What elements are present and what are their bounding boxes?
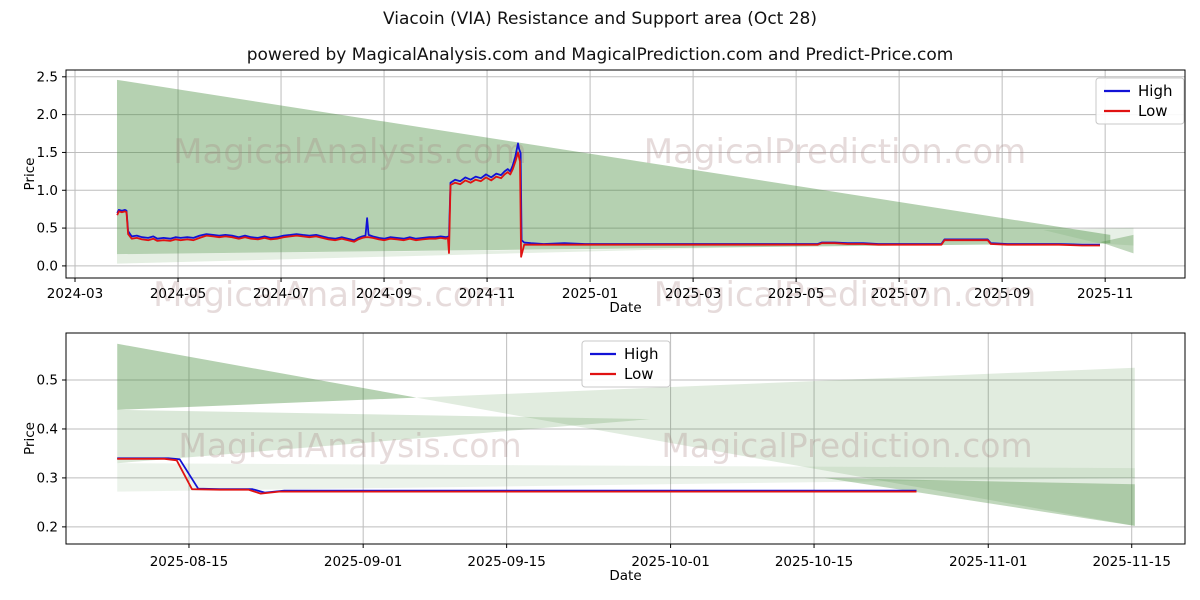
y-tick-label: 2.5 bbox=[37, 69, 58, 85]
legend-box bbox=[1095, 77, 1185, 125]
y-tick-label: 0.5 bbox=[37, 372, 58, 388]
figure-subtitle: powered by MagicalAnalysis.com and Magic… bbox=[246, 45, 954, 65]
x-axis-label: Date bbox=[609, 300, 641, 316]
high-line bbox=[117, 457, 917, 494]
band-left-resistance-wedge bbox=[117, 343, 417, 410]
x-tick-label: 2025-08-15 bbox=[150, 554, 228, 570]
x-tick-label: 2024-09 bbox=[356, 286, 412, 302]
band-right-forecast-cone-light bbox=[416, 367, 1135, 526]
legend-low-label: Low bbox=[624, 365, 654, 383]
y-tick-label: 0.0 bbox=[37, 258, 58, 274]
band-right-tail-light bbox=[1043, 227, 1134, 246]
x-tick-label: 2025-09-01 bbox=[324, 554, 402, 570]
x-tick-label: 2025-10-01 bbox=[631, 554, 709, 570]
watermark-text: MagicalAnalysis.com bbox=[173, 132, 527, 172]
band-right-support-wedge bbox=[824, 477, 1135, 526]
low-line bbox=[117, 457, 917, 495]
x-tick-label: 2025-07 bbox=[871, 286, 927, 302]
band-right-tail-medium bbox=[1100, 234, 1134, 254]
legend: High Low bbox=[581, 340, 671, 388]
watermark-text: MagicalAnalysis.com bbox=[178, 426, 521, 465]
low-line bbox=[116, 151, 1100, 258]
x-tick-label: 2024-03 bbox=[47, 286, 103, 302]
y-tick-label: 0.3 bbox=[37, 470, 58, 486]
y-tick-label: 0.4 bbox=[37, 421, 58, 437]
chart-overview: MagicalAnalysis.com MagicalPrediction.com… bbox=[22, 69, 1186, 316]
band-lower-support-wedge bbox=[116, 248, 719, 264]
watermark-text: MagicalPrediction.com bbox=[661, 426, 1032, 465]
y-tick-label: 0.5 bbox=[37, 221, 58, 237]
axes-spines bbox=[65, 69, 1186, 279]
y-axis-label: Price bbox=[22, 422, 38, 455]
x-tick-label: 2025-11 bbox=[1077, 286, 1133, 302]
band-horizontal-support-strip bbox=[117, 463, 1135, 492]
band-main-resistance-cone bbox=[116, 79, 1111, 255]
y-tick-label: 2.0 bbox=[37, 107, 58, 123]
legend-low-label: Low bbox=[1138, 102, 1168, 120]
x-tick-label: 2025-11-01 bbox=[949, 554, 1027, 570]
x-axis-label: Date bbox=[609, 568, 641, 584]
y-tick-label: 1.5 bbox=[37, 145, 58, 161]
x-tick-label: 2025-09-15 bbox=[467, 554, 545, 570]
legend-high-label: High bbox=[1138, 82, 1172, 100]
watermark-text: MagicalAnalysis.com bbox=[153, 275, 507, 315]
y-tick-label: 1.0 bbox=[37, 183, 58, 199]
x-tick-label: 2025-03 bbox=[665, 286, 721, 302]
x-tick-label: 2024-07 bbox=[253, 286, 309, 302]
x-tick-label: 2025-09 bbox=[974, 286, 1030, 302]
x-tick-label: 2025-01 bbox=[562, 286, 618, 302]
x-tick-label: 2025-10-15 bbox=[775, 554, 853, 570]
axes-spines bbox=[65, 332, 1186, 545]
y-axis-label: Price bbox=[22, 158, 38, 191]
band-left-secondary-wedge bbox=[117, 409, 651, 464]
watermark-text: MagicalPrediction.com bbox=[654, 275, 1037, 315]
x-tick-label: 2025-11-15 bbox=[1092, 554, 1170, 570]
x-tick-label: 2024-05 bbox=[150, 286, 206, 302]
legend-box bbox=[581, 340, 671, 388]
x-tick-label: 2025-05 bbox=[768, 286, 824, 302]
legend-high-label: High bbox=[624, 345, 658, 363]
watermark-text: MagicalPrediction.com bbox=[644, 132, 1027, 172]
x-tick-label: 2024-11 bbox=[459, 286, 515, 302]
chart-zoomed: MagicalAnalysis.com MagicalPrediction.com… bbox=[22, 332, 1186, 584]
legend: High Low bbox=[1095, 77, 1185, 125]
y-tick-label: 0.2 bbox=[37, 519, 58, 535]
figure-title: Viacoin (VIA) Resistance and Support are… bbox=[383, 9, 817, 29]
